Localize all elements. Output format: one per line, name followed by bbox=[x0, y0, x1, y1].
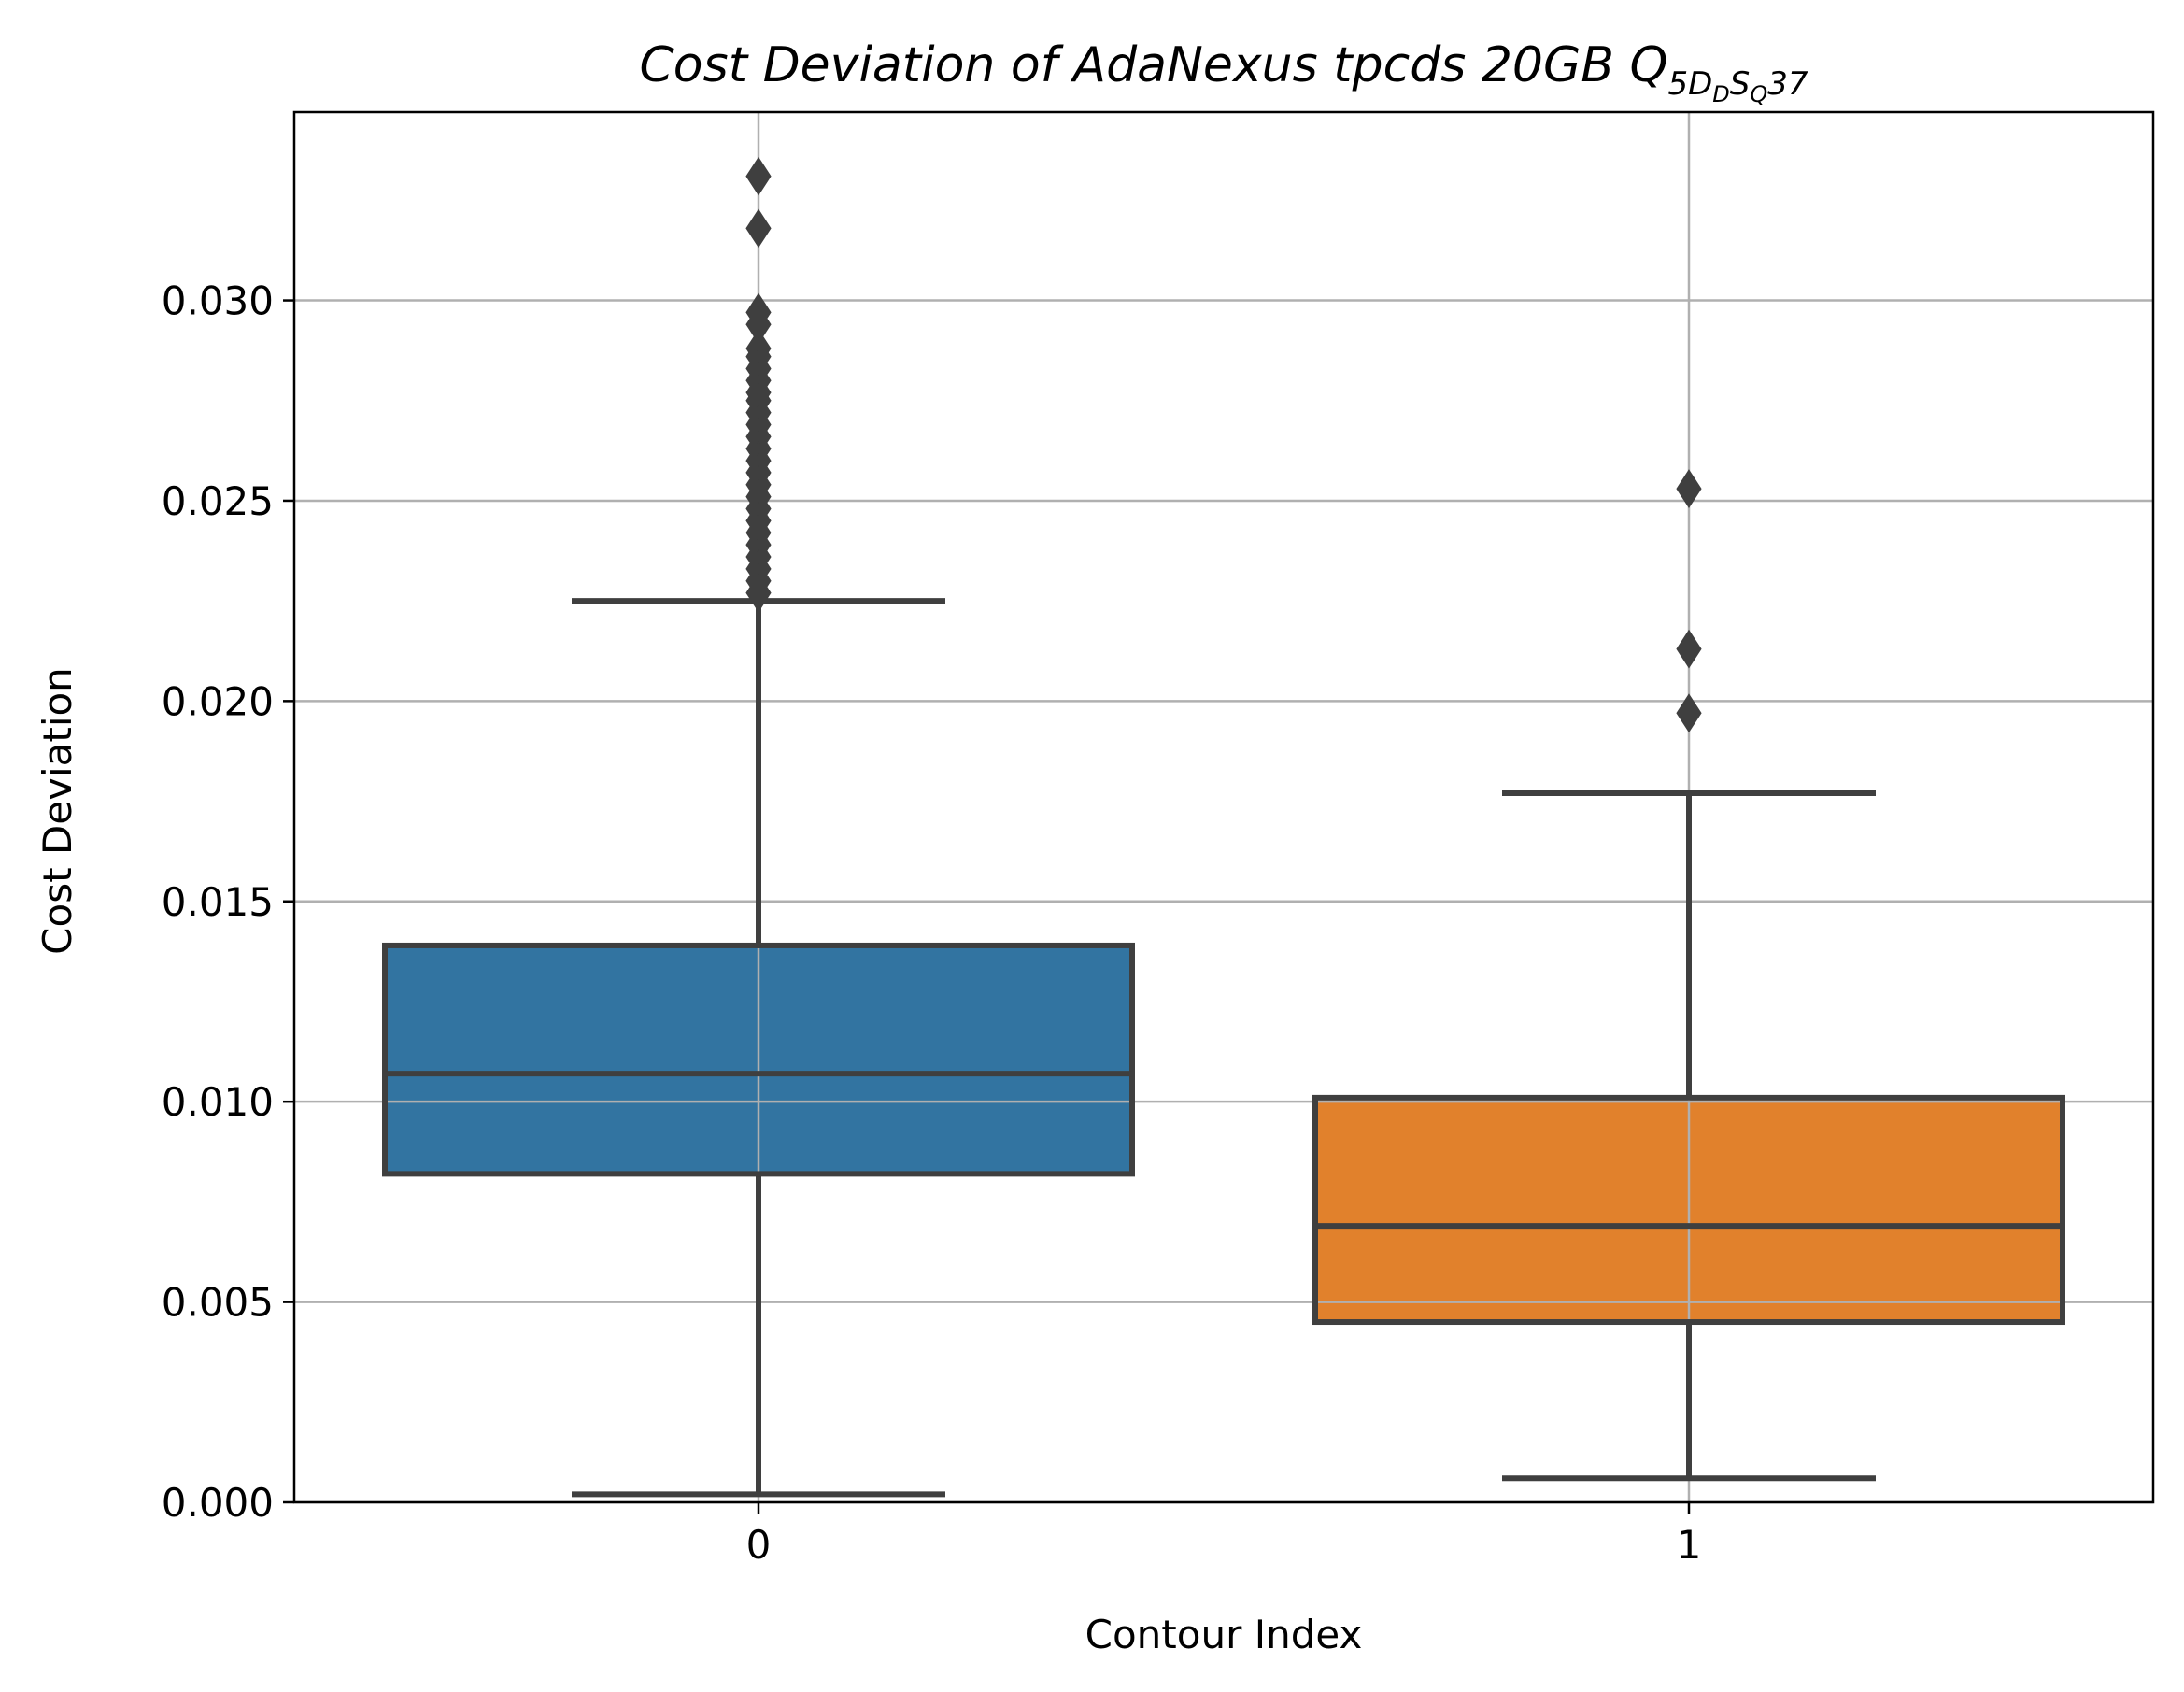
x-axis-label: Contour Index bbox=[1085, 1612, 1363, 1657]
y-tick-label: 0.010 bbox=[162, 1079, 274, 1125]
outlier-point bbox=[1676, 693, 1702, 733]
outlier-point bbox=[1676, 629, 1702, 669]
chart-title-subscript-sub2: Q bbox=[1750, 81, 1767, 107]
box-group-0 bbox=[382, 156, 1135, 1498]
y-tick-label: 0.025 bbox=[162, 478, 274, 524]
box-group-1 bbox=[1312, 469, 2065, 1482]
outlier-point bbox=[745, 573, 772, 613]
y-tick-label: 0.020 bbox=[162, 678, 274, 724]
outlier-point bbox=[745, 156, 772, 196]
chart-title-suffix: 37 bbox=[1767, 65, 1808, 103]
chart-title-subscript-prefix: 5D bbox=[1667, 65, 1712, 103]
box-plots bbox=[382, 156, 2065, 1498]
y-tick-label: 0.015 bbox=[162, 879, 274, 925]
outlier-point bbox=[745, 208, 772, 249]
chart-title: Cost Deviation of AdaNexus tpcds 20GB Q5… bbox=[640, 37, 1808, 107]
y-tick-label: 0.005 bbox=[162, 1280, 274, 1326]
y-axis-label: Cost Deviation bbox=[35, 667, 80, 955]
chart-title-main: Cost Deviation of AdaNexus tpcds 20GB Q bbox=[640, 37, 1668, 93]
chart-title-subscript-mid: S bbox=[1730, 65, 1751, 103]
outlier-point bbox=[1676, 469, 1702, 509]
y-tick-label: 0.000 bbox=[162, 1480, 274, 1526]
chart-title-subscript-sub1: D bbox=[1712, 81, 1729, 107]
plot-frame bbox=[292, 110, 2155, 1504]
y-axis-ticks: 0.000 0.005 0.010 0.015 0.020 0.025 0.030 bbox=[162, 278, 294, 1526]
x-tick-label: 1 bbox=[1677, 1522, 1702, 1568]
x-tick-label: 0 bbox=[746, 1522, 772, 1568]
y-tick-label: 0.030 bbox=[162, 278, 274, 324]
